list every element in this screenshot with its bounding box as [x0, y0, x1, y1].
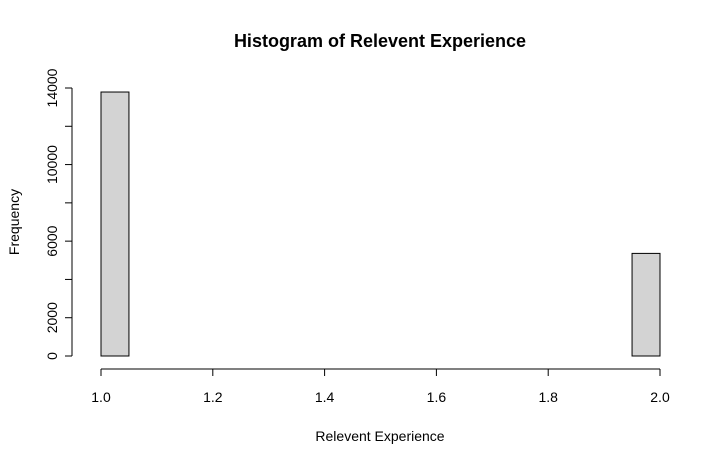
- y-tick-label-1: 2000: [44, 302, 60, 333]
- chart-title: Histogram of Relevent Experience: [234, 31, 526, 51]
- x-tick-label-2: 1.4: [315, 389, 335, 405]
- x-axis: 1.0 1.2 1.4 1.6 1.8 2.0: [91, 368, 670, 405]
- x-axis-label: Relevent Experience: [315, 428, 444, 444]
- histogram-bar-19: [631, 252, 661, 357]
- bars-layer: [100, 91, 661, 357]
- y-tick-label-3: 10000: [44, 145, 60, 184]
- y-tick-label-0: 0: [44, 352, 60, 360]
- y-axis-label: Frequency: [6, 189, 22, 255]
- x-tick-label-4: 1.8: [538, 389, 558, 405]
- x-tick-label-5: 2.0: [650, 389, 670, 405]
- x-tick-label-0: 1.0: [91, 389, 111, 405]
- x-tick-label-3: 1.6: [427, 389, 447, 405]
- x-tick-label-1: 1.2: [203, 389, 223, 405]
- y-tick-label-4: 14000: [44, 68, 60, 107]
- y-tick-label-2: 6000: [44, 225, 60, 256]
- y-axis: 0 2000 6000 10000 14000: [44, 68, 73, 360]
- histogram-bar-0: [100, 91, 130, 357]
